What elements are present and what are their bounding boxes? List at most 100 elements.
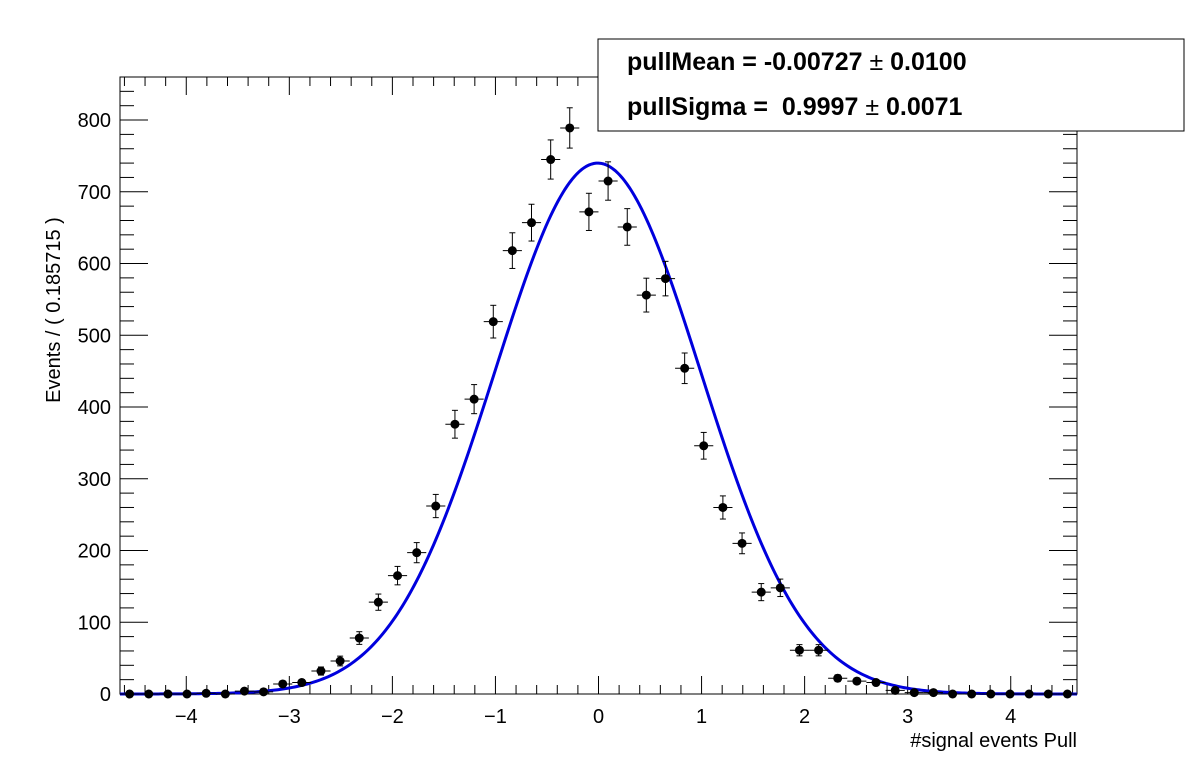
data-point <box>196 688 216 698</box>
data-points <box>120 107 1077 699</box>
data-point <box>981 689 1001 699</box>
data-point <box>120 689 140 699</box>
data-marker <box>948 689 958 699</box>
data-marker <box>316 666 326 676</box>
data-marker <box>680 363 690 373</box>
data-point <box>789 644 810 657</box>
data-marker <box>259 687 269 697</box>
data-marker <box>814 645 824 655</box>
data-marker <box>450 419 460 429</box>
data-marker <box>737 538 747 548</box>
data-marker <box>718 502 728 512</box>
y-tick-label: 500 <box>78 325 111 347</box>
data-point <box>464 384 484 415</box>
y-tick-label: 700 <box>78 182 111 204</box>
y-tick-label: 600 <box>78 254 111 276</box>
pull-sigma-error: 0.0071 <box>879 93 963 121</box>
data-marker <box>967 689 977 699</box>
data-marker <box>641 290 651 300</box>
data-point <box>407 542 427 564</box>
data-point <box>655 260 676 297</box>
data-point <box>1000 689 1020 699</box>
x-axis-tick-labels: −4 −3 −2 −1 0 1 2 3 4 <box>175 706 1016 728</box>
data-point <box>330 655 350 667</box>
data-point <box>521 203 542 242</box>
y-tick-label: 300 <box>78 469 111 491</box>
data-point <box>636 277 656 313</box>
data-point <box>215 689 235 699</box>
data-marker <box>201 688 211 698</box>
pull-sigma-pm-sign: ± <box>865 93 879 121</box>
data-marker <box>833 673 843 683</box>
y-axis-tick-labels: 0 100 200 300 400 500 600 700 800 <box>78 110 111 706</box>
data-marker <box>622 222 632 232</box>
data-point <box>847 676 867 686</box>
y-tick-label: 200 <box>78 541 111 563</box>
data-point <box>770 578 790 598</box>
stats-box-frame <box>597 38 1185 132</box>
data-point <box>828 673 848 683</box>
data-point <box>1038 689 1058 699</box>
data-point <box>426 493 446 519</box>
x-tick-label: 1 <box>696 706 707 728</box>
y-tick-label: 800 <box>78 110 111 132</box>
data-marker <box>163 689 173 699</box>
data-marker <box>546 155 556 165</box>
data-marker <box>527 218 537 228</box>
data-point <box>292 678 312 688</box>
x-tick-label: −3 <box>278 706 301 728</box>
data-point <box>445 409 465 439</box>
data-marker <box>584 207 594 217</box>
pull-sigma-line: pullSigma = 0.9997 ± 0.0071 <box>627 93 963 121</box>
plot-frame <box>119 76 1078 695</box>
pull-sigma-label: pullSigma = 0.9997 <box>627 93 865 121</box>
x-tick-label: 4 <box>1005 706 1016 728</box>
data-marker <box>699 441 709 451</box>
y-tick-label: 400 <box>78 397 111 419</box>
data-point <box>866 678 886 688</box>
data-point <box>732 532 752 555</box>
data-point <box>139 689 159 699</box>
data-point <box>617 208 637 246</box>
data-marker <box>928 688 938 698</box>
data-point <box>1019 689 1039 699</box>
data-point <box>158 689 178 699</box>
data-point <box>387 565 408 586</box>
data-marker <box>909 688 919 698</box>
data-marker <box>1024 689 1034 699</box>
data-point <box>598 161 618 201</box>
y-tick-label: 0 <box>100 684 111 706</box>
data-point <box>368 593 388 611</box>
data-marker <box>756 587 766 597</box>
data-point <box>962 689 982 699</box>
y-tick-label: 100 <box>78 612 111 634</box>
data-marker <box>239 686 249 696</box>
data-marker <box>182 689 192 699</box>
data-marker <box>775 583 785 593</box>
x-axis-title: #signal events Pull <box>910 730 1077 752</box>
data-point <box>694 431 714 460</box>
data-marker <box>488 317 498 327</box>
data-marker <box>1062 689 1072 699</box>
pull-mean-pm-sign: ± <box>869 48 883 76</box>
data-marker <box>278 679 288 689</box>
data-point <box>311 666 331 676</box>
data-marker <box>431 501 441 511</box>
data-point <box>904 688 924 698</box>
data-marker <box>871 678 881 688</box>
data-marker <box>125 689 135 699</box>
data-point <box>809 644 829 657</box>
data-marker <box>1043 689 1053 699</box>
y-axis-ticks <box>120 90 1077 695</box>
data-marker <box>220 689 230 699</box>
data-marker <box>660 274 670 284</box>
x-tick-label: 2 <box>799 706 810 728</box>
x-tick-label: 3 <box>902 706 913 728</box>
pull-mean-error: 0.0100 <box>883 48 966 76</box>
x-tick-label: 0 <box>593 706 604 728</box>
data-marker <box>469 394 479 404</box>
x-tick-label: −2 <box>381 706 404 728</box>
data-point <box>885 685 905 695</box>
data-point <box>1057 689 1077 699</box>
data-point <box>713 495 733 520</box>
